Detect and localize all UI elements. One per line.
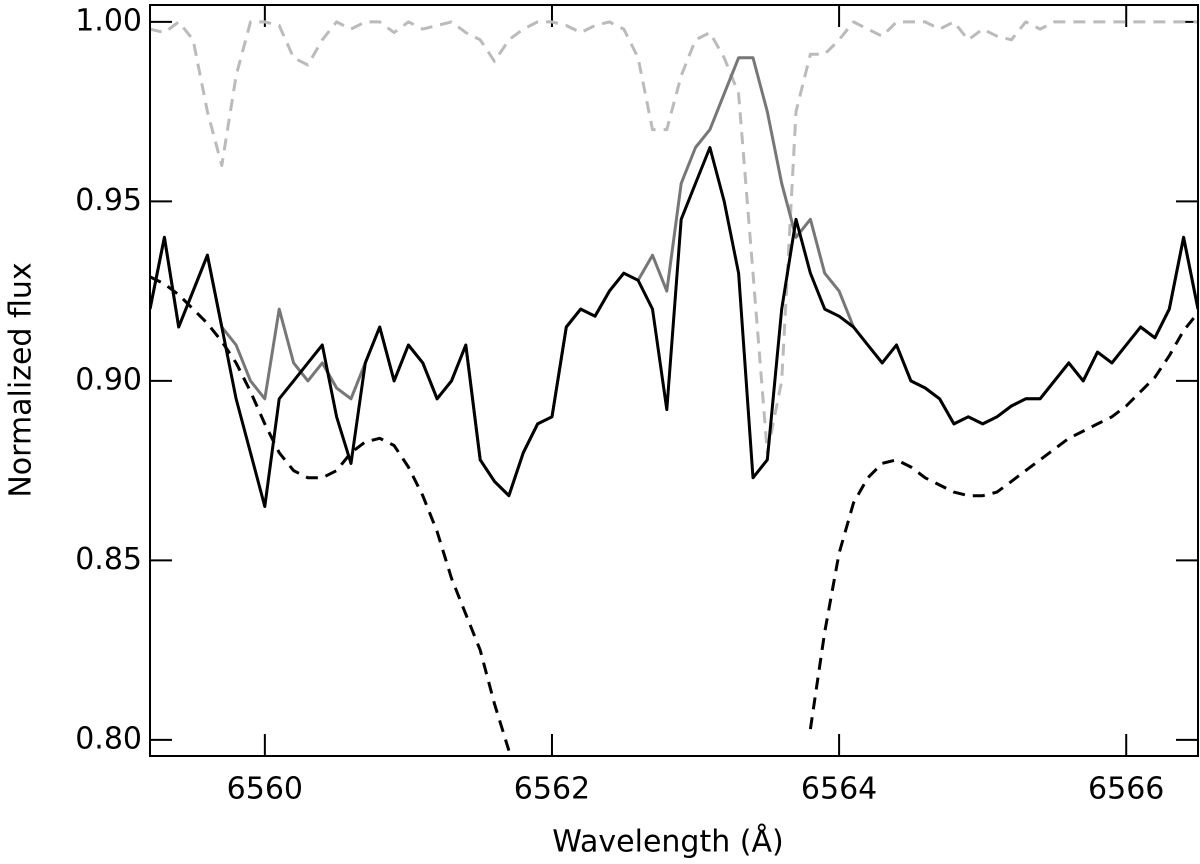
x-tick-label: 6564 (801, 772, 877, 807)
plot-frame (149, 4, 1199, 757)
y-tick-label: 0.95 (75, 183, 142, 218)
x-axis-label: Wavelength (Å) (552, 824, 783, 860)
x-tick-label: 6562 (514, 772, 590, 807)
data-line (150, 20, 1198, 455)
x-tick-label: 6566 (1088, 772, 1164, 807)
y-tick-label: 0.80 (75, 721, 142, 756)
data-line (150, 146, 1198, 508)
data-line (150, 56, 1198, 498)
y-tick-label: 0.85 (75, 542, 142, 577)
y-tick-label: 0.90 (75, 362, 142, 397)
data-line (808, 311, 1198, 730)
y-axis-label: Normalized flux (4, 262, 39, 497)
x-tick-label: 6560 (227, 772, 303, 807)
y-tick-label: 1.00 (75, 3, 142, 38)
data-line (150, 275, 511, 752)
